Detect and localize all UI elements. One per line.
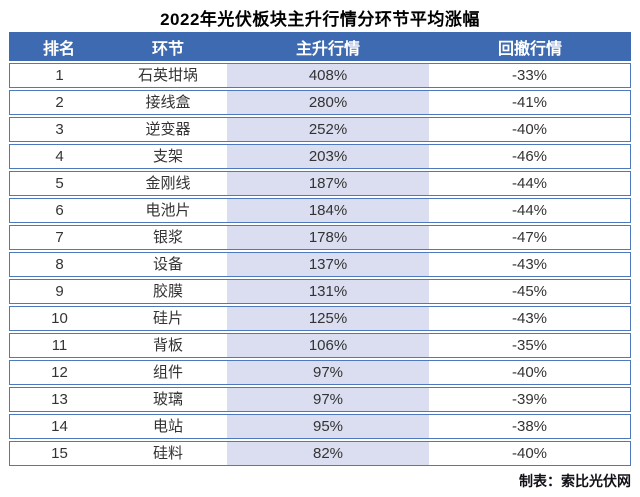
header-segment: 环节 xyxy=(109,32,227,61)
rally-cell: 203% xyxy=(227,144,429,169)
rank-cell: 14 xyxy=(9,414,109,439)
drawdown-cell: -40% xyxy=(429,117,631,142)
segment-cell: 电站 xyxy=(109,414,227,439)
rank-cell: 12 xyxy=(9,360,109,385)
segment-cell: 金刚线 xyxy=(109,171,227,196)
rally-cell: 125% xyxy=(227,306,429,331)
segment-cell: 设备 xyxy=(109,252,227,277)
table-row: 13 玻璃 97% -39% xyxy=(9,387,631,412)
credit-text: 制表：索比光伏网 xyxy=(519,473,631,489)
segment-cell: 硅片 xyxy=(109,306,227,331)
header-row: 排名 环节 主升行情 回撤行情 xyxy=(9,32,631,61)
table-row: 6 电池片 184% -44% xyxy=(9,198,631,223)
rank-cell: 6 xyxy=(9,198,109,223)
rally-cell: 106% xyxy=(227,333,429,358)
table-row: 14 电站 95% -38% xyxy=(9,414,631,439)
rank-cell: 1 xyxy=(9,63,109,88)
header-drawdown: 回撤行情 xyxy=(429,32,631,61)
rank-cell: 2 xyxy=(9,90,109,115)
drawdown-cell: -43% xyxy=(429,306,631,331)
rally-cell: 184% xyxy=(227,198,429,223)
rally-cell: 280% xyxy=(227,90,429,115)
table-row: 4 支架 203% -46% xyxy=(9,144,631,169)
segment-cell: 电池片 xyxy=(109,198,227,223)
table-row: 10 硅片 125% -43% xyxy=(9,306,631,331)
rally-cell: 187% xyxy=(227,171,429,196)
drawdown-cell: -33% xyxy=(429,63,631,88)
table-row: 1 石英坩埚 408% -33% xyxy=(9,63,631,88)
table-row: 3 逆变器 252% -40% xyxy=(9,117,631,142)
rank-cell: 7 xyxy=(9,225,109,250)
rally-cell: 95% xyxy=(227,414,429,439)
rally-cell: 97% xyxy=(227,387,429,412)
segment-cell: 玻璃 xyxy=(109,387,227,412)
table-row: 12 组件 97% -40% xyxy=(9,360,631,385)
header-rally: 主升行情 xyxy=(227,32,429,61)
table-row: 8 设备 137% -43% xyxy=(9,252,631,277)
table-row: 2 接线盒 280% -41% xyxy=(9,90,631,115)
rank-cell: 9 xyxy=(9,279,109,304)
rally-cell: 131% xyxy=(227,279,429,304)
page-title: 2022年光伏板块主升行情分环节平均涨幅 xyxy=(160,10,480,29)
table-header: 排名 环节 主升行情 回撤行情 xyxy=(9,32,631,61)
drawdown-cell: -46% xyxy=(429,144,631,169)
segment-cell: 接线盒 xyxy=(109,90,227,115)
rally-cell: 82% xyxy=(227,441,429,466)
drawdown-cell: -35% xyxy=(429,333,631,358)
rank-cell: 5 xyxy=(9,171,109,196)
table-row: 5 金刚线 187% -44% xyxy=(9,171,631,196)
rally-cell: 137% xyxy=(227,252,429,277)
table-row: 15 硅料 82% -40% xyxy=(9,441,631,466)
rank-cell: 10 xyxy=(9,306,109,331)
pv-performance-table: 排名 环节 主升行情 回撤行情 1 石英坩埚 408% -33% 2 接线盒 280% -41… xyxy=(9,30,631,468)
table-row: 7 银浆 178% -47% xyxy=(9,225,631,250)
rank-cell: 15 xyxy=(9,441,109,466)
rally-cell: 97% xyxy=(227,360,429,385)
segment-cell: 支架 xyxy=(109,144,227,169)
segment-cell: 背板 xyxy=(109,333,227,358)
rank-cell: 4 xyxy=(9,144,109,169)
segment-cell: 银浆 xyxy=(109,225,227,250)
rank-cell: 13 xyxy=(9,387,109,412)
segment-cell: 硅料 xyxy=(109,441,227,466)
drawdown-cell: -40% xyxy=(429,441,631,466)
drawdown-cell: -40% xyxy=(429,360,631,385)
rally-cell: 408% xyxy=(227,63,429,88)
segment-cell: 石英坩埚 xyxy=(109,63,227,88)
rally-cell: 252% xyxy=(227,117,429,142)
drawdown-cell: -43% xyxy=(429,252,631,277)
segment-cell: 逆变器 xyxy=(109,117,227,142)
table-row: 11 背板 106% -35% xyxy=(9,333,631,358)
rank-cell: 11 xyxy=(9,333,109,358)
drawdown-cell: -44% xyxy=(429,198,631,223)
rank-cell: 8 xyxy=(9,252,109,277)
segment-cell: 组件 xyxy=(109,360,227,385)
drawdown-cell: -39% xyxy=(429,387,631,412)
drawdown-cell: -47% xyxy=(429,225,631,250)
drawdown-cell: -38% xyxy=(429,414,631,439)
drawdown-cell: -45% xyxy=(429,279,631,304)
drawdown-cell: -44% xyxy=(429,171,631,196)
rally-cell: 178% xyxy=(227,225,429,250)
table-row: 9 胶膜 131% -45% xyxy=(9,279,631,304)
header-rank: 排名 xyxy=(9,32,109,61)
drawdown-cell: -41% xyxy=(429,90,631,115)
table-body: 1 石英坩埚 408% -33% 2 接线盒 280% -41% 3 逆变器 252% -40% 4 支架… xyxy=(9,63,631,466)
segment-cell: 胶膜 xyxy=(109,279,227,304)
rank-cell: 3 xyxy=(9,117,109,142)
